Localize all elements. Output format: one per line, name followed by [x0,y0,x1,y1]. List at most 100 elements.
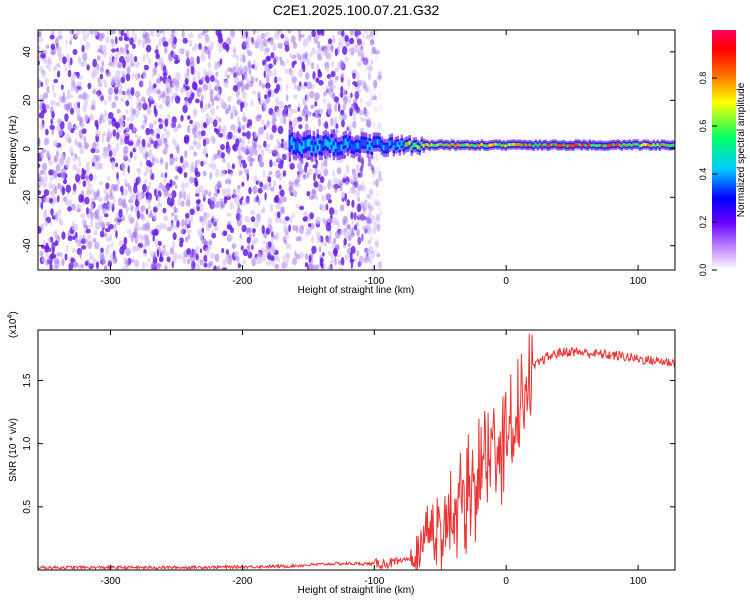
heatmap-cell [384,145,387,151]
heatmap-cell [247,50,253,57]
heatmap-cell [215,200,221,209]
heatmap-cell [132,43,136,49]
heatmap-cell [185,198,191,207]
heatmap-cell [146,142,152,148]
heatmap-cell [325,66,330,72]
heatmap-cell [604,144,607,148]
heatmap-cell [115,36,118,45]
heatmap-cell [268,181,272,187]
heatmap-cell [302,38,308,48]
heatmap-cell [288,185,292,194]
heatmap-cell [379,223,383,230]
snr-multiplier-base: (x10 [8,318,19,338]
heatmap-cell [672,143,675,147]
heatmap-cell [185,50,190,59]
heatmap-cell [353,109,357,116]
heatmap-cell [188,220,191,228]
heatmap-cell [352,170,357,178]
y-tick-label: 20 [22,94,33,106]
heatmap-cell [246,244,251,250]
heatmap-cell [235,71,240,77]
heatmap-cell [195,141,201,150]
heatmap-cell [251,239,257,246]
heatmap-cell [40,53,46,59]
heatmap-cell [153,83,157,89]
heatmap-cell [211,162,217,171]
heatmap-cell [368,193,374,200]
heatmap-cell [201,190,207,199]
heatmap-cell [238,121,241,130]
heatmap-cell [62,196,68,203]
heatmap-cell [191,46,195,53]
heatmap-cell [271,124,277,133]
heatmap-cell [267,224,273,232]
heatmap-cell [323,91,327,97]
heatmap-cell [378,91,383,96]
heatmap-cell [150,263,154,270]
heatmap-cell [181,189,186,198]
heatmap-cell [251,37,255,45]
heatmap-cell [324,138,327,146]
heatmap-cell [630,144,633,147]
heatmap-cell [257,144,263,150]
heatmap-cell [206,263,212,269]
heatmap-cell [241,91,247,100]
heatmap-cell [43,239,47,246]
heatmap-cell [284,44,290,52]
heatmap-cell [253,141,258,149]
heatmap-cell [50,99,56,106]
heatmap-cell [232,144,236,151]
heatmap-cell [522,143,525,147]
heatmap-cell [189,165,194,174]
heatmap-cell [404,142,407,148]
heatmap-cell [243,148,247,154]
heatmap-cell [216,180,222,189]
heatmap-cell [292,108,298,114]
heatmap-cell [530,143,533,147]
heatmap-cell [82,92,87,101]
heatmap-cell [180,225,184,235]
heatmap-cell [361,186,367,192]
heatmap-cell [318,47,322,52]
heatmap-cell [247,60,252,69]
heatmap-cell [264,94,268,99]
heatmap-cell [368,140,371,147]
heatmap-cell [157,185,162,192]
heatmap-cell [79,250,82,260]
heatmap-cell [367,100,373,107]
heatmap-cell [111,48,116,53]
heatmap-cell [49,34,55,40]
heatmap-cell [43,211,47,220]
heatmap-cell [58,216,62,225]
heatmap-cell [270,52,275,59]
heatmap-cell [125,208,129,216]
heatmap-cell [145,127,151,136]
heatmap-cell [157,240,162,247]
heatmap-cell [177,55,181,61]
heatmap-cell [232,46,237,53]
heatmap-cell [379,95,382,101]
heatmap-cell [60,171,66,179]
heatmap-cell [376,241,380,249]
heatmap-cell [231,243,237,250]
heatmap-cell [108,87,113,96]
heatmap-cell [341,192,345,200]
heatmap-cell [119,122,125,129]
heatmap-cell [668,144,671,148]
heatmap-cell [148,194,152,203]
heatmap-cell [112,147,117,157]
heatmap-cell [329,260,334,265]
heatmap-cell [116,177,120,186]
heatmap-cell [272,42,277,52]
heatmap-cell [62,56,67,64]
heatmap-cell [173,78,178,83]
heatmap-cell [332,169,336,178]
heatmap-cell [140,161,143,168]
heatmap-cell [255,77,258,82]
heatmap-cell [241,196,244,201]
heatmap-cell [374,139,377,145]
heatmap-cell [147,204,151,210]
heatmap-cell [115,121,120,129]
heatmap-cell [85,161,91,171]
heatmap-cell [234,252,238,258]
